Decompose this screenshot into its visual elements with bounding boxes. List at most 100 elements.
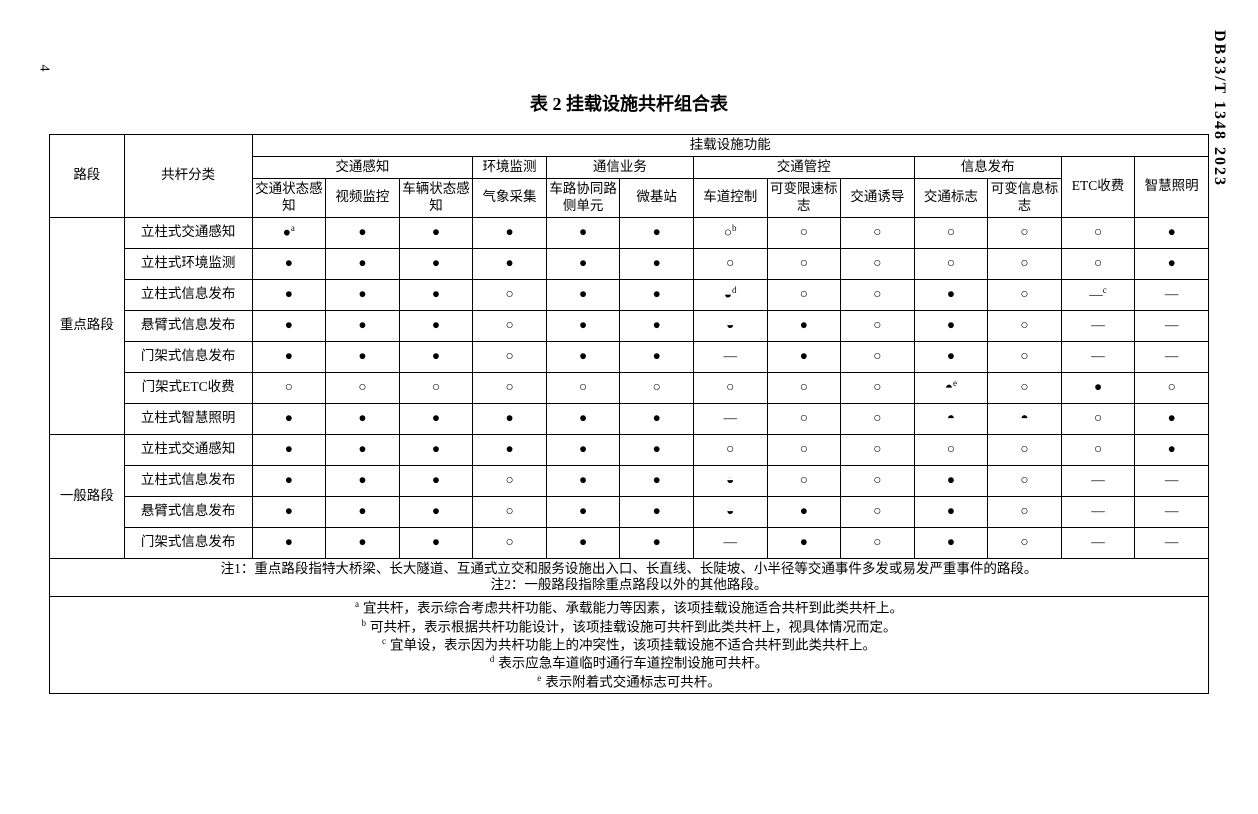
symbol-cell: ○ bbox=[1061, 434, 1135, 465]
symbol-cell: ○ bbox=[841, 496, 915, 527]
symbol-cell: ● bbox=[326, 465, 400, 496]
symbol-cell: ● bbox=[620, 310, 694, 341]
symbol-cell: ● bbox=[252, 465, 326, 496]
symbol-cell: ● bbox=[1135, 434, 1209, 465]
hdr-extra-1: 智慧照明 bbox=[1135, 156, 1209, 217]
symbol-cell: ○ bbox=[620, 372, 694, 403]
symbol-cell: ● bbox=[252, 310, 326, 341]
symbol-cell: ● bbox=[546, 496, 620, 527]
footnote-mark: a bbox=[355, 599, 359, 609]
symbol-cell: ○ bbox=[988, 372, 1062, 403]
symbol-cell: ◒ bbox=[693, 496, 767, 527]
symbol-cell: ● bbox=[914, 279, 988, 310]
footnote-text: 表示应急车道临时通行车道控制设施可共杆。 bbox=[498, 656, 768, 671]
symbol-cell: — bbox=[1061, 310, 1135, 341]
hdr-col: 车辆状态感知 bbox=[399, 178, 473, 217]
symbol-cell: ○ bbox=[767, 279, 841, 310]
category-label: 门架式ETC收费 bbox=[124, 372, 252, 403]
symbol-cell: ● bbox=[546, 527, 620, 558]
symbol-cell: ○ bbox=[473, 341, 547, 372]
symbol-cell: — bbox=[1061, 527, 1135, 558]
symbol-cell: ● bbox=[914, 341, 988, 372]
symbol-cell: ◒ bbox=[693, 310, 767, 341]
symbol-cell: ● bbox=[399, 434, 473, 465]
symbol-cell: — bbox=[1135, 496, 1209, 527]
symbol-cell: — bbox=[1135, 310, 1209, 341]
symbol-cell: ● bbox=[914, 465, 988, 496]
symbol-cell: ◓ bbox=[914, 403, 988, 434]
document-id-sidebar: DB33/T 1348 2023 bbox=[1210, 30, 1228, 187]
symbol-cell: ● bbox=[767, 310, 841, 341]
symbol-cell: ● bbox=[473, 403, 547, 434]
footnote-line: b可共杆，表示根据共杆功能设计，该项挂载设施可共杆到此类共杆上，视具体情况而定。 bbox=[52, 618, 1206, 636]
symbol-cell: ● bbox=[914, 310, 988, 341]
symbol-cell: ○ bbox=[841, 465, 915, 496]
symbol-cell: ● bbox=[767, 527, 841, 558]
footnote-text: 可共杆，表示根据共杆功能设计，该项挂载设施可共杆到此类共杆上，视具体情况而定。 bbox=[370, 619, 897, 634]
symbol-cell: ○ bbox=[399, 372, 473, 403]
symbol-cell: — bbox=[1061, 341, 1135, 372]
symbol-cell: ● bbox=[473, 434, 547, 465]
symbol-cell: ● bbox=[399, 496, 473, 527]
symbol-cell: — bbox=[693, 527, 767, 558]
symbol-cell: — bbox=[1135, 527, 1209, 558]
table-row: 门架式ETC收费○○○○○○○○○◓e○●○ bbox=[50, 372, 1209, 403]
symbol-cell: ● bbox=[546, 310, 620, 341]
symbol-cell: ○ bbox=[473, 465, 547, 496]
hdr-group-1: 环境监测 bbox=[473, 156, 547, 178]
hdr-functions: 挂载设施功能 bbox=[252, 135, 1208, 157]
symbol-cell: ● bbox=[399, 527, 473, 558]
hdr-col: 可变信息标志 bbox=[988, 178, 1062, 217]
symbol-cell: ● bbox=[546, 434, 620, 465]
symbol-cell: ○ bbox=[693, 372, 767, 403]
symbol-cell: ● bbox=[1135, 403, 1209, 434]
hdr-group-2: 通信业务 bbox=[546, 156, 693, 178]
symbol-cell: ○ bbox=[693, 434, 767, 465]
category-label: 悬臂式信息发布 bbox=[124, 496, 252, 527]
footnote-line: a宜共杆，表示综合考虑共杆功能、承载能力等因素，该项挂载设施适合共杆到此类共杆上… bbox=[52, 599, 1206, 617]
symbol-cell: ○ bbox=[767, 434, 841, 465]
symbol-cell: ○ bbox=[988, 248, 1062, 279]
symbol-cell: ● bbox=[399, 341, 473, 372]
symbol-cell: ● bbox=[473, 248, 547, 279]
note-line: 注1：重点路段指特大桥梁、长大隧道、互通式立交和服务设施出入口、长直线、长陡坡、… bbox=[52, 561, 1206, 578]
symbol-cell: ● bbox=[546, 403, 620, 434]
symbol-cell: ● bbox=[252, 527, 326, 558]
symbol-cell: ● bbox=[914, 527, 988, 558]
hdr-col: 微基站 bbox=[620, 178, 694, 217]
hdr-col: 可变限速标志 bbox=[767, 178, 841, 217]
category-label: 立柱式信息发布 bbox=[124, 465, 252, 496]
hdr-category: 共杆分类 bbox=[124, 135, 252, 218]
symbol-cell: ● bbox=[326, 496, 400, 527]
symbol-cell: ● bbox=[252, 341, 326, 372]
symbol-cell: ◓ bbox=[988, 403, 1062, 434]
symbol-cell: ● bbox=[914, 496, 988, 527]
footnote-line: d表示应急车道临时通行车道控制设施可共杆。 bbox=[52, 654, 1206, 672]
symbol-cell: ● bbox=[399, 248, 473, 279]
symbol-cell: ○ bbox=[988, 217, 1062, 248]
symbol-cell: ● bbox=[399, 217, 473, 248]
symbol-cell: ○ bbox=[841, 403, 915, 434]
category-label: 立柱式智慧照明 bbox=[124, 403, 252, 434]
table-header: 路段 共杆分类 挂载设施功能 交通感知 环境监测 通信业务 交通管控 信息发布 … bbox=[50, 135, 1209, 218]
symbol-cell: ○ bbox=[841, 341, 915, 372]
symbol-cell: ○ bbox=[988, 341, 1062, 372]
symbol-cell: ● bbox=[1135, 217, 1209, 248]
table-row: 立柱式环境监测●●●●●●○○○○○○● bbox=[50, 248, 1209, 279]
symbol-cell: — bbox=[693, 403, 767, 434]
hdr-col: 气象采集 bbox=[473, 178, 547, 217]
symbol-cell: ○ bbox=[473, 372, 547, 403]
category-label: 悬臂式信息发布 bbox=[124, 310, 252, 341]
symbol-cell: ● bbox=[252, 496, 326, 527]
symbol-cell: ● bbox=[1061, 372, 1135, 403]
symbol-cell: ○ bbox=[988, 434, 1062, 465]
symbol-cell: ● bbox=[252, 279, 326, 310]
table-row: 重点路段立柱式交通感知●a●●●●●○b○○○○○● bbox=[50, 217, 1209, 248]
symbol-cell: ○ bbox=[473, 527, 547, 558]
table-row: 立柱式信息发布●●●○●●◒d○○●○—c— bbox=[50, 279, 1209, 310]
symbol-cell: ● bbox=[326, 403, 400, 434]
symbol-cell: ○ bbox=[767, 217, 841, 248]
section-label: 一般路段 bbox=[50, 434, 125, 558]
symbol-cell: ● bbox=[326, 248, 400, 279]
symbol-cell: ● bbox=[399, 403, 473, 434]
